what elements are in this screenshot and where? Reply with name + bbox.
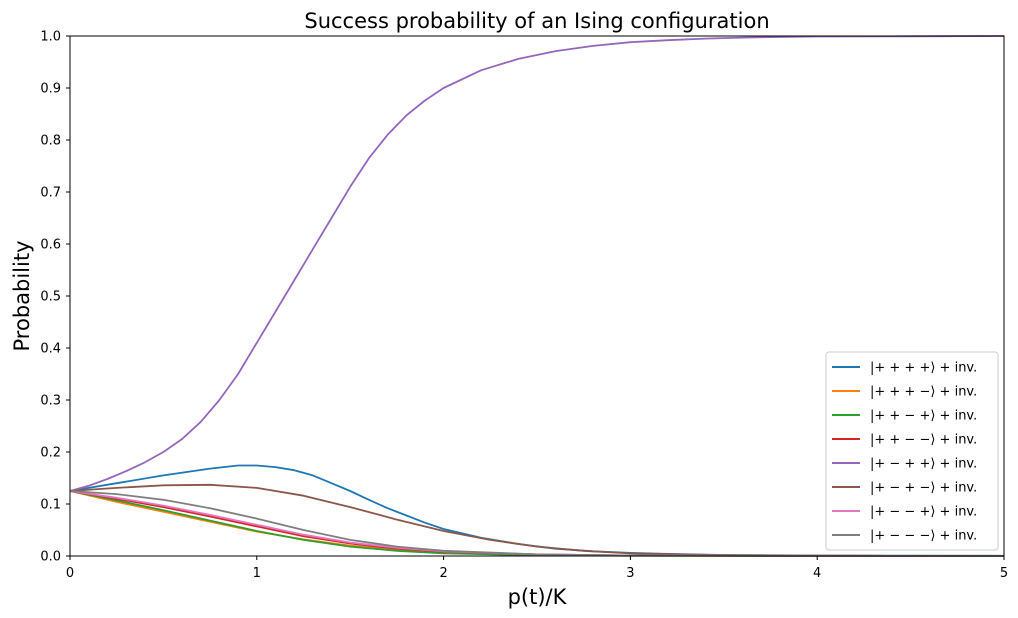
legend-box (825, 351, 999, 551)
chart-title: Success probability of an Ising configur… (304, 9, 769, 33)
y-tick-label: 0.3 (40, 394, 61, 409)
y-tick-label: 0.0 (40, 550, 61, 565)
x-tick-label: 3 (626, 566, 634, 581)
x-tick-label: 4 (813, 566, 821, 581)
legend-label: |+ − − +⟩ + inv. (870, 505, 977, 520)
y-tick-label: 1.0 (40, 30, 61, 45)
y-tick-label: 0.8 (40, 134, 61, 149)
x-tick-label: 1 (253, 566, 261, 581)
legend-label: |+ + + −⟩ + inv. (870, 385, 977, 400)
legend-label: |+ − + −⟩ + inv. (870, 481, 977, 496)
x-tick-label: 0 (66, 566, 74, 581)
x-tick-label: 2 (439, 566, 447, 581)
axes-layer: 0 1 2 3 4 5 0.0 0.1 0.2 0.3 0.4 0.5 0.6 0.7 0.8 0.9 1.0 (40, 30, 1008, 582)
legend: |+ + + +⟩ + inv. |+ + + −⟩ + inv. |+ + − +… (825, 351, 999, 551)
y-tick-label: 0.1 (40, 498, 61, 513)
legend-label: |+ + − −⟩ + inv. (870, 433, 977, 448)
legend-label: |+ + + +⟩ + inv. (870, 361, 977, 376)
series-line-5 (69, 35, 1005, 492)
y-axis-title: Probability (10, 240, 34, 351)
legend-label: |+ − + +⟩ + inv. (870, 457, 977, 472)
y-tick-label: 0.7 (40, 186, 61, 201)
y-tick-label: 0.5 (40, 290, 61, 305)
y-tick-label: 0.6 (40, 238, 61, 253)
x-axis-title: p(t)/K (508, 585, 568, 609)
legend-label: |+ + − +⟩ + inv. (870, 409, 977, 424)
y-tick-label: 0.9 (40, 82, 61, 97)
y-tick-label: 0.2 (40, 446, 61, 461)
x-tick-label: 5 (1000, 566, 1008, 581)
y-tick-label: 0.4 (40, 342, 61, 357)
legend-label: |+ − − −⟩ + inv. (870, 529, 977, 544)
